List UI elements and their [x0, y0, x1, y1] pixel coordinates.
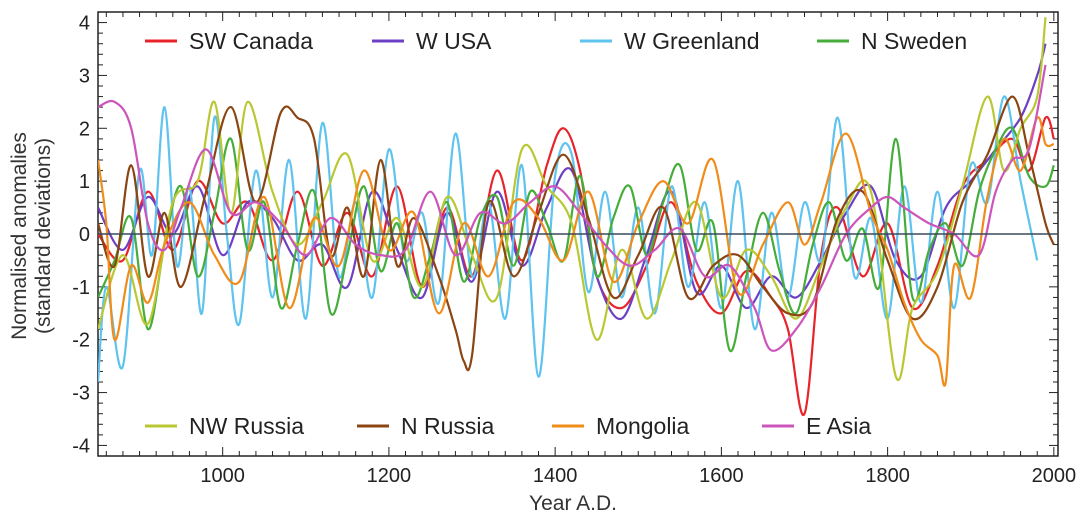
y-tick-label: 4: [79, 13, 90, 35]
y-axis-title-line2: (standard deviations): [32, 138, 55, 334]
series-line-mongolia: [98, 116, 1055, 387]
legend-item-w-greenland: W Greenland: [580, 28, 760, 54]
x-tick-label: 1800: [865, 465, 910, 487]
x-tick-label: 1600: [699, 465, 744, 487]
legend-item-mongolia: Mongolia: [552, 413, 690, 439]
series-lines: [98, 17, 1058, 417]
series-line-e-asia: [98, 64, 1047, 352]
y-tick-label: -4: [72, 435, 90, 457]
x-tick-label: 2000: [1032, 465, 1077, 487]
x-tick-label: 1200: [367, 465, 412, 487]
legend-label: Mongolia: [596, 413, 690, 439]
legend-item-sw-canada: SW Canada: [145, 28, 313, 54]
y-tick-label: -1: [72, 277, 90, 299]
x-tick-label: 1400: [533, 465, 578, 487]
legend-label: E Asia: [806, 413, 871, 439]
y-tick-label: -2: [72, 330, 90, 352]
legend-label: NW Russia: [189, 413, 304, 439]
legend-item-w-usa: W USA: [372, 28, 492, 54]
x-tick-label: 1000: [200, 465, 245, 487]
legend-label: W USA: [416, 28, 492, 54]
x-axis-title: Year A.D.: [529, 492, 617, 515]
series-line-nw-russia: [98, 17, 1047, 381]
series-line-n-russia: [98, 95, 1055, 372]
axes: 1000 1200 1400 1600 1800 2000 -4 -3 -2 -1 0 1 2 3 4: [72, 11, 1077, 487]
legend-label: N Russia: [401, 413, 495, 439]
series-line-sw-canada: [98, 115, 1055, 417]
y-tick-label: 0: [79, 224, 90, 246]
legend-item-nw-russia: NW Russia: [145, 413, 304, 439]
legend-label: N Sweden: [861, 28, 967, 54]
y-tick-label: -3: [72, 383, 90, 405]
y-tick-label: 2: [79, 118, 90, 140]
legend-item-n-sweden: N Sweden: [817, 28, 967, 54]
y-tick-label: 1: [79, 171, 90, 193]
y-tick-label: 3: [79, 65, 90, 87]
legend-item-e-asia: E Asia: [762, 413, 871, 439]
legend-label: W Greenland: [624, 28, 760, 54]
legend: SW Canada W USA W Greenland N Sweden NW Russ…: [145, 28, 967, 439]
legend-label: SW Canada: [189, 28, 313, 54]
series-line-n-sweden: [98, 126, 1055, 353]
legend-item-n-russia: N Russia: [357, 413, 495, 439]
y-axis-title-line1: Normalised anomalies: [8, 132, 31, 340]
